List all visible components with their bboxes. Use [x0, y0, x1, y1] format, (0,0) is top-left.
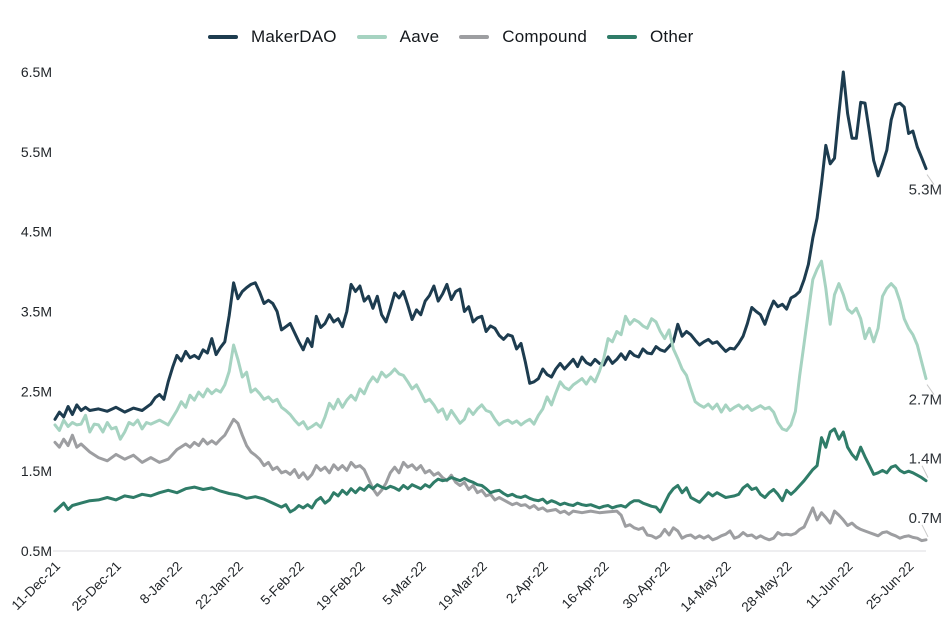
annotation-leader-line: [921, 524, 929, 538]
series-end-label-makerdao: 5.3M: [909, 182, 942, 199]
x-axis-label: 22-Jan-22: [192, 559, 246, 613]
x-axis-label: 2-Apr-22: [503, 559, 551, 607]
x-axis-label: 16-Apr-22: [559, 559, 612, 612]
series-end-label-aave: 2.7M: [909, 392, 942, 409]
legend-label: Other: [650, 27, 694, 46]
x-axis-label: 14-May-22: [678, 559, 734, 615]
series-line-other: [53, 427, 928, 514]
annotation-leader-line: [921, 465, 929, 478]
y-axis-label: 5.5M: [21, 144, 52, 160]
series-line-aave: [53, 259, 928, 441]
legend-dash-icon: [459, 35, 490, 39]
x-axis-label: 5-Feb-22: [258, 559, 307, 608]
legend-label: Aave: [399, 27, 440, 46]
legend-dash-icon: [607, 35, 637, 39]
annotation-leader-line: [926, 174, 935, 185]
legend-dash-icon: [356, 35, 387, 39]
series-line-makerdao: [53, 70, 928, 421]
x-axis-label: 25-Dec-21: [69, 559, 124, 614]
x-axis-label: 11-Dec-21: [9, 559, 63, 613]
y-axis-label: 3.5M: [21, 304, 52, 320]
annotation-leader-line: [926, 384, 935, 395]
legend-item-compound[interactable]: Compound: [459, 27, 587, 47]
x-axis-label: 25-Jun-22: [863, 559, 917, 613]
legend-item-aave[interactable]: Aave: [356, 27, 440, 47]
x-axis-label: 28-May-22: [739, 559, 795, 615]
legend-dash-icon: [208, 35, 238, 39]
x-axis-label: 19-Mar-22: [435, 559, 490, 614]
legend-label: Compound: [502, 27, 587, 46]
series-end-label-compound: 0.7M: [909, 510, 942, 527]
y-axis-label: 6.5M: [21, 64, 52, 80]
x-axis-label: 19-Feb-22: [313, 559, 368, 614]
x-axis-label: 11-Jun-22: [803, 559, 856, 612]
legend: MakerDAO Aave Compound Other: [208, 27, 694, 47]
y-axis-label: 4.5M: [21, 224, 52, 240]
y-axis-label: 1.5M: [21, 463, 52, 479]
x-axis-label: 8-Jan-22: [137, 559, 185, 607]
series-line-compound: [53, 417, 928, 543]
legend-label: MakerDAO: [251, 27, 337, 46]
x-axis-label: 5-Mar-22: [380, 559, 429, 608]
y-axis-label: 0.5M: [21, 543, 52, 559]
legend-item-other[interactable]: Other: [607, 27, 694, 47]
legend-item-makerdao[interactable]: MakerDAO: [208, 27, 337, 47]
series-end-label-other: 1.4M: [909, 451, 942, 468]
x-axis-label: 30-Apr-22: [620, 559, 673, 612]
y-axis-label: 2.5M: [21, 383, 52, 399]
